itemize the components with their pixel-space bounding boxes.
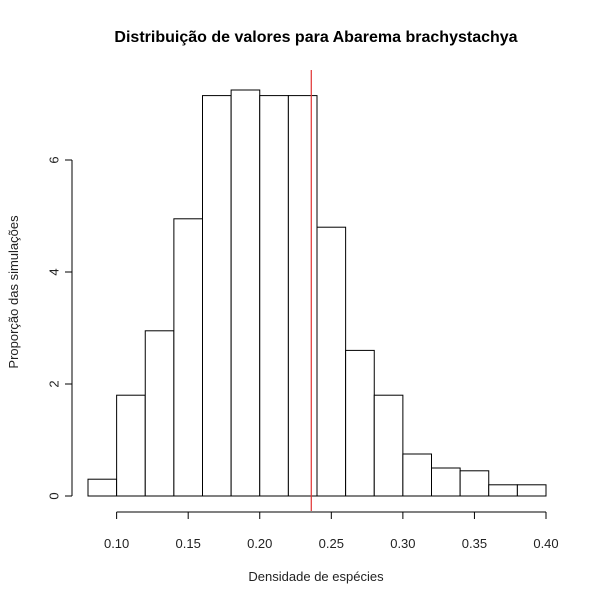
histogram-bar-14 (488, 484, 518, 497)
x-axis-label: Densidade de espécies (248, 569, 384, 584)
histogram-bar-1 (116, 394, 146, 497)
histogram-bar-15 (516, 484, 547, 497)
y-tick-label-2: 4 (47, 268, 62, 275)
x-axis: 0.10 0.15 0.20 0.25 0.30 0.35 0.40 (104, 511, 559, 551)
x-tick-label-4: 0.30 (390, 536, 415, 551)
histogram-bar-4 (202, 95, 232, 497)
y-axis-label: Proporção das simulações (6, 215, 21, 369)
y-tick-label-3: 6 (47, 156, 62, 163)
histogram-bar-13 (459, 470, 490, 497)
x-tick-label-6: 0.40 (533, 536, 558, 551)
x-tick-label-1: 0.15 (176, 536, 201, 551)
histogram-bar-11 (402, 453, 432, 497)
y-tick-label-1: 2 (47, 380, 62, 387)
chart-title: Distribuição de valores para Abarema bra… (114, 29, 517, 46)
x-tick-label-0: 0.10 (104, 536, 129, 551)
histogram-bar-10 (373, 394, 404, 497)
x-tick-label-5: 0.35 (462, 536, 487, 551)
histogram-bar-0 (87, 478, 118, 497)
histogram-bar-2 (144, 330, 175, 497)
y-axis: 0 2 4 6 (47, 156, 73, 500)
x-tick-label-2: 0.20 (247, 536, 272, 551)
histogram-bar-3 (173, 218, 203, 497)
y-tick-label-0: 0 (47, 492, 62, 499)
histogram-bar-5 (230, 89, 261, 497)
histogram-bar-12 (431, 467, 461, 497)
histogram-bar-6 (259, 95, 289, 497)
x-tick-label-3: 0.25 (319, 536, 344, 551)
histogram-bar-9 (345, 349, 375, 497)
histogram-bar-8 (316, 226, 347, 497)
histogram-bar-7 (287, 95, 318, 497)
bars-group (87, 89, 547, 497)
